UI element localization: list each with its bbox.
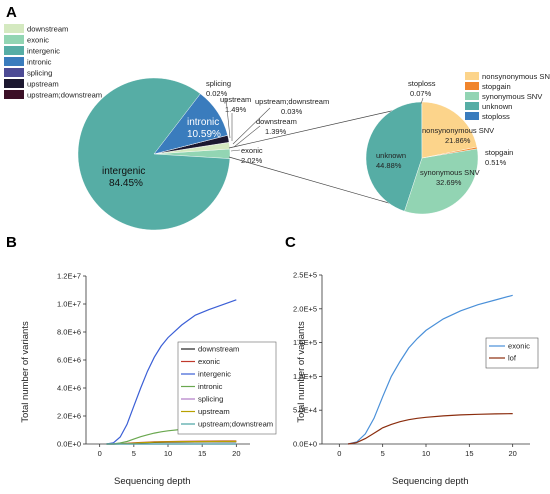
chart-b-xtick-label: 15 [198,449,206,458]
pie-exonic-legend: nonsynonymous SNV stopgain synonymous SN… [465,72,550,121]
chart-b-ytick-label: 0.0E+0 [57,440,81,449]
pie-pct-upstream-downstream: 0.03% [281,107,303,116]
legend-label-exonic: exonic [27,36,49,45]
chart-b-xtick-label: 0 [98,449,102,458]
legend-swatch-intronic [4,57,24,66]
chart-b-xtick-label: 10 [164,449,172,458]
chart-c-xtick-label: 15 [465,449,473,458]
legend-label-intronic: intronic [27,58,52,67]
legend-swatch-exonic [4,35,24,44]
legend-label-intergenic: intergenic [27,47,60,56]
chart-b-xtick-label: 20 [232,449,240,458]
chart-b-legend-label-exonic: exonic [198,357,220,366]
chart-b-legend-label-downstream: downstream [198,345,239,354]
legend2-label-syn: synonymous SNV [482,92,543,101]
pie2-label-syn: synonymous SNV [420,168,480,177]
legend2-swatch-nonsyn [465,72,479,80]
panel-label-c: C [285,234,296,251]
legend2-label-stopgain: stopgain [482,82,511,91]
legend-swatch-downstream [4,24,24,33]
chart-c-xtick-label: 20 [508,449,516,458]
legend-label-upstream-downstream: upstream;downstream [27,91,102,100]
pie2-pct-nonsyn: 21.86% [445,136,471,145]
legend-label-downstream: downstream [27,25,68,34]
legend2-swatch-stoploss [465,112,479,120]
chart-c-ytick-label: 0.0E+0 [293,440,317,449]
legend2-label-nonsyn: nonsynonymous SNV [482,72,550,81]
chart-c-ylabel: Total number of variants [296,321,307,423]
pie2-label-unknown: unknown [376,151,406,160]
chart-b-ytick-label: 1.2E+7 [57,272,81,281]
chart-c-xtick-label: 0 [337,449,341,458]
pie-label-splicing: splicing [206,79,231,88]
chart-b-ytick-label: 8.0E+6 [57,328,81,337]
legend-swatch-upstream [4,79,24,88]
legend2-swatch-unknown [465,102,479,110]
legend-swatch-splicing [4,68,24,77]
chart-c-ytick-label: 2.5E+5 [293,271,317,280]
pie-label-intronic: intronic [187,117,219,128]
chart-c-ytick-label: 2.0E+5 [293,304,317,313]
chart-b-legend: downstream exonic intergenic intronic splici… [178,342,276,434]
chart-b-legend-label-upstream: upstream [198,407,230,416]
chart-b-ytick-label: 2.0E+6 [57,412,81,421]
pie-main-slices [78,78,230,230]
pie-pct-intergenic: 84.45% [109,178,143,189]
pie-label-downstream: downstream [256,117,297,126]
pie2-pct-unknown: 44.88% [376,161,402,170]
chart-c-series-lof [348,414,513,444]
legend-swatch-upstream-downstream [4,90,24,99]
chart-b-ytick-label: 1.0E+7 [57,300,81,309]
pie-chart-main: downstream exonic intergenic intronic sp… [4,24,422,230]
panel-label-b: B [6,234,17,251]
legend2-label-stoploss: stoploss [482,112,510,121]
pie-label-upstream: upstream [220,95,251,104]
chart-c-legend-label-exonic: exonic [508,342,530,351]
legend2-swatch-stopgain [465,82,479,90]
legend-swatch-intergenic [4,46,24,55]
pie-label-intergenic: intergenic [102,166,145,177]
pie-chart-exonic: stoploss 0.07% nonsynonymous SNV 21.86% … [366,72,550,214]
chart-b-ylabel: Total number of variants [20,321,31,423]
pie2-label-stopgain: stopgain [485,148,513,157]
pie2-label-nonsyn: nonsynonymous SNV [422,126,494,135]
legend-label-upstream: upstream [27,80,59,89]
chart-b-legend-label-intronic: intronic [198,382,223,391]
pie-label-exonic: exonic [241,146,263,155]
pie-pct-intronic: 10.59% [187,129,221,140]
legend-label-splicing: splicing [27,69,52,78]
chart-b-xtick-label: 5 [132,449,136,458]
chart-b-xlabel: Sequencing depth [114,476,191,487]
pie2-label-stoploss: stoploss [408,79,436,88]
chart-b-legend-label-upstream-downstream: upstream;downstream [198,420,273,429]
chart-c-legend: exonic lof [486,338,538,368]
chart-c-xtick-label: 10 [422,449,430,458]
pie2-pct-stopgain: 0.51% [485,158,507,167]
pie-label-upstream-downstream: upstream;downstream [255,97,329,106]
chart-b-legend-label-splicing: splicing [198,395,223,404]
legend2-label-unknown: unknown [482,102,512,111]
pie2-pct-syn: 32.69% [436,178,462,187]
line-chart-b: 0.0E+0 2.0E+6 4.0E+6 6.0E+6 8.0E+6 1.0E+7 1.2E… [20,272,276,488]
chart-b-legend-label-intergenic: intergenic [198,370,231,379]
pie-pct-downstream: 1.39% [265,127,287,136]
pie-main-legend: downstream exonic intergenic intronic sp… [4,24,102,100]
chart-c-series-exonic [348,295,513,444]
chart-b-ytick-label: 6.0E+6 [57,356,81,365]
pie2-pct-stoploss: 0.07% [410,89,432,98]
chart-c-xlabel: Sequencing depth [392,476,469,487]
chart-c-xtick-label: 5 [381,449,385,458]
legend2-swatch-syn [465,92,479,100]
chart-b-ytick-label: 4.0E+6 [57,384,81,393]
panel-label-a: A [6,4,17,21]
pie-pct-upstream: 1.49% [225,105,247,114]
chart-c-legend-label-lof: lof [508,354,517,363]
